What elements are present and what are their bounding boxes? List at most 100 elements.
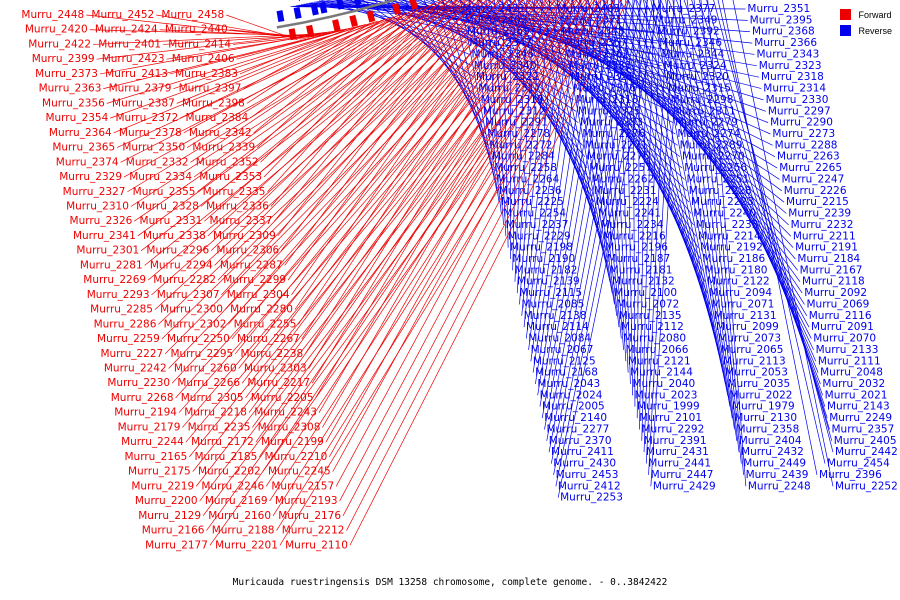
gene-label[interactable]: Murru_2022	[730, 389, 793, 401]
gene-label[interactable]: Murru_2114	[526, 321, 589, 333]
gene-label[interactable]: Murru_2313	[576, 94, 639, 106]
gene-label[interactable]: Murru_2325	[578, 105, 641, 117]
gene-label[interactable]: Murru_2035	[727, 378, 790, 390]
gene-label[interactable]: Murru_2288	[775, 139, 838, 151]
gene-label[interactable]: Murru_2377	[652, 3, 715, 15]
gene-label[interactable]: Murru_2202	[198, 466, 261, 478]
gene-label[interactable]: Murru_2269	[83, 274, 146, 286]
gene-label[interactable]: Murru_2199	[261, 436, 324, 448]
gene-label[interactable]: Murru_2272	[490, 139, 553, 151]
gene-label[interactable]: Murru_2358	[736, 423, 799, 435]
gene-label[interactable]: Murru_2352	[196, 156, 259, 168]
gene-label[interactable]: Murru_2231	[594, 185, 657, 197]
gene-label[interactable]: Murru_2180	[705, 264, 768, 276]
gene-label[interactable]: Murru_2274	[677, 128, 740, 140]
gene-label[interactable]: Murru_2129	[138, 510, 201, 522]
gene-label[interactable]: Murru_2139	[517, 276, 580, 288]
gene-label[interactable]: Murru_2353	[199, 171, 262, 183]
gene-label[interactable]: Murru_2396	[819, 469, 882, 481]
gene-label[interactable]: Murru_2342	[189, 127, 252, 139]
gene-label[interactable]: Murru_2191	[795, 242, 858, 254]
gene-label[interactable]: Murru_2321	[571, 71, 634, 83]
gene-label[interactable]: Murru_2166	[142, 525, 205, 537]
gene-label[interactable]: Murru_2143	[827, 401, 890, 413]
gene-label[interactable]: Murru_2257	[589, 162, 652, 174]
gene-label[interactable]: Murru_2448	[21, 9, 84, 21]
gene-label[interactable]: Murru_2404	[739, 435, 802, 447]
gene-label[interactable]: Murru_2317	[478, 83, 541, 95]
gene-label[interactable]: Murru_2401	[98, 38, 161, 50]
gene-label[interactable]: Murru_2429	[653, 480, 716, 492]
gene-label[interactable]: Murru_2216	[603, 230, 666, 242]
gene-label[interactable]: Murru_2246	[201, 480, 264, 492]
gene-label[interactable]: Murru_2319	[481, 94, 544, 106]
gene-label[interactable]: Murru_2071	[711, 298, 774, 310]
gene-label[interactable]: Murru_2122	[707, 276, 770, 288]
gene-label[interactable]: Murru_2302	[164, 318, 227, 330]
gene-label[interactable]: Murru_2367	[564, 37, 627, 49]
gene-label[interactable]: Murru_2369	[467, 26, 530, 38]
gene-label[interactable]: Murru_2260	[174, 363, 237, 375]
gene-label[interactable]: Murru_2135	[619, 310, 682, 322]
gene-label[interactable]: Murru_2080	[623, 333, 686, 345]
gene-label[interactable]: Murru_2278	[487, 128, 550, 140]
gene-label[interactable]: Murru_2308	[258, 421, 321, 433]
gene-label[interactable]: Murru_2318	[761, 71, 824, 83]
gene-label[interactable]: Murru_2072	[616, 298, 679, 310]
gene-label[interactable]: Murru_2211	[793, 230, 856, 242]
gene-label[interactable]: Murru_2387	[112, 97, 175, 109]
gene-label[interactable]: Murru_2023	[635, 389, 698, 401]
gene-label[interactable]: Murru_2196	[605, 242, 668, 254]
gene-label[interactable]: Murru_2340	[474, 60, 537, 72]
gene-label[interactable]: Murru_2205	[251, 392, 314, 404]
gene-label[interactable]: Murru_2328	[136, 200, 199, 212]
gene-label[interactable]: Murru_2399	[32, 53, 95, 65]
gene-label[interactable]: Murru_2215	[786, 196, 849, 208]
gene-label[interactable]: Murru_2232	[791, 219, 854, 231]
gene-label[interactable]: Murru_2432	[741, 446, 804, 458]
gene-label[interactable]: Murru_2458	[161, 9, 224, 21]
gene-label[interactable]: Murru_2157	[271, 480, 334, 492]
gene-label[interactable]: Murru_2276	[582, 128, 645, 140]
gene-label[interactable]: Murru_2236	[499, 185, 562, 197]
gene-label[interactable]: Murru_2280	[230, 304, 293, 316]
gene-label[interactable]: Murru_2364	[49, 127, 112, 139]
gene-label[interactable]: Murru_2309	[213, 230, 276, 242]
gene-label[interactable]: Murru_2198	[510, 242, 573, 254]
gene-label[interactable]: Murru_2384	[185, 112, 248, 124]
gene-label[interactable]: Murru_2254	[503, 208, 566, 220]
gene-label[interactable]: Murru_2289	[680, 139, 743, 151]
gene-label[interactable]: Murru_2043	[537, 378, 600, 390]
gene-label[interactable]: Murru_2219	[131, 480, 194, 492]
gene-label[interactable]: Murru_2299	[223, 274, 286, 286]
gene-label[interactable]: Murru_2344	[661, 48, 724, 60]
gene-label[interactable]: Murru_2355	[133, 186, 196, 198]
gene-label[interactable]: Murru_2177	[145, 539, 208, 551]
gene-label[interactable]: Murru_2113	[723, 355, 786, 367]
gene-label[interactable]: Murru_2316	[573, 83, 636, 95]
gene-label[interactable]: Murru_2167	[800, 264, 863, 276]
gene-label[interactable]: Murru_2368	[752, 26, 815, 38]
gene-label[interactable]: Murru_2250	[167, 333, 230, 345]
gene-label[interactable]: Murru_2067	[531, 344, 594, 356]
gene-label[interactable]: Murru_2430	[553, 458, 616, 470]
gene-label[interactable]: Murru_2132	[612, 276, 675, 288]
gene-label[interactable]: Murru_2453	[556, 469, 619, 481]
gene-label[interactable]: Murru_2405	[834, 435, 897, 447]
gene-label[interactable]: Murru_2253	[560, 492, 623, 504]
gene-label[interactable]: Murru_2248	[748, 480, 811, 492]
gene-label[interactable]: Murru_2336	[206, 200, 269, 212]
gene-label[interactable]: Murru_2311	[673, 105, 736, 117]
gene-label[interactable]: Murru_2271	[585, 139, 648, 151]
gene-label[interactable]: Murru_2412	[558, 480, 621, 492]
gene-label[interactable]: Murru_2256	[684, 162, 747, 174]
gene-label[interactable]: Murru_2066	[626, 344, 689, 356]
gene-label[interactable]: Murru_2282	[153, 274, 216, 286]
gene-label[interactable]: Murru_2249	[829, 412, 892, 424]
gene-label[interactable]: Murru_2111	[818, 355, 881, 367]
gene-label[interactable]: Murru_2160	[208, 510, 271, 522]
gene-label[interactable]: Murru_2264	[496, 173, 559, 185]
gene-label[interactable]: Murru_2273	[772, 128, 835, 140]
gene-label[interactable]: Murru_2085	[521, 298, 584, 310]
gene-label[interactable]: Murru_2298	[671, 94, 734, 106]
